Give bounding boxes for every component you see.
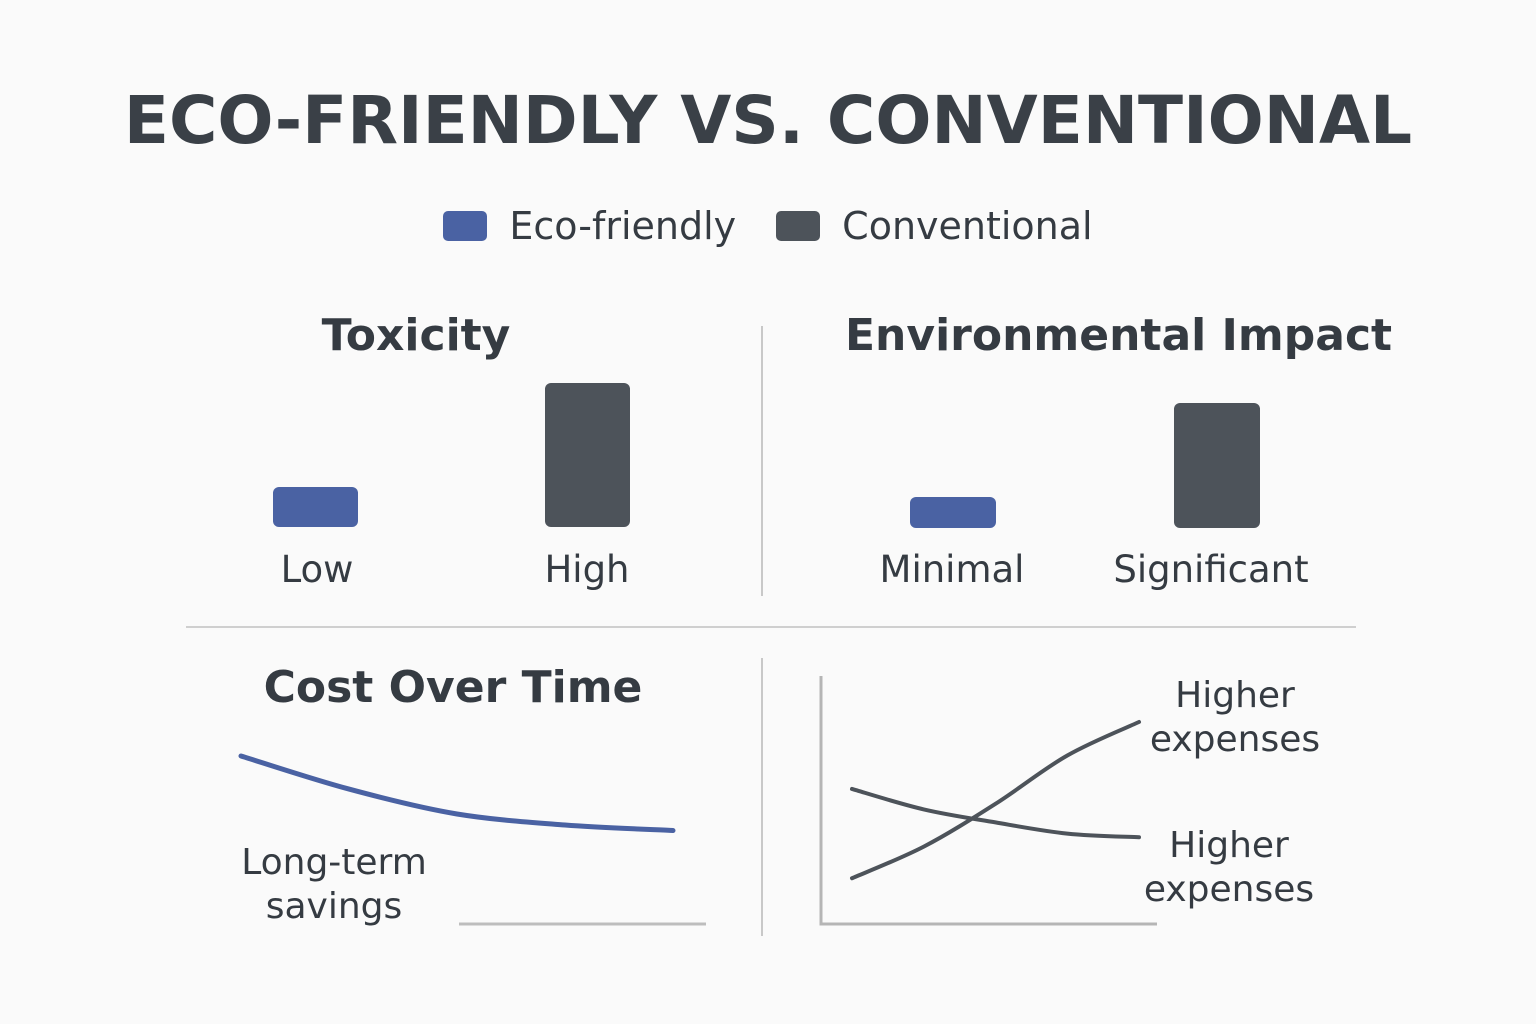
env-label-significant: Significant (1113, 548, 1309, 591)
higher-expenses-label-bottom: Higher expenses (1143, 825, 1315, 910)
legend-swatch-eco (443, 211, 488, 241)
page-title: ECO-FRIENDLY VS. CONVENTIONAL (123, 82, 1413, 159)
cost-over-time-title: Cost Over Time (263, 662, 643, 713)
divider-horizontal (186, 626, 1356, 628)
toxicity-bar-low (272, 487, 358, 527)
environmental-impact-title: Environmental Impact (845, 310, 1393, 361)
legend-item-eco: Eco-friendly (443, 204, 736, 248)
env-bar-significant (1174, 403, 1260, 528)
toxicity-bar-high (544, 383, 630, 527)
legend-swatch-conventional (776, 211, 821, 241)
toxicity-label-high: High (544, 548, 630, 591)
axes (819, 676, 1157, 926)
divider-top-vertical (761, 326, 763, 596)
env-bar-minimal (910, 497, 996, 528)
rising-cost-line (850, 720, 1141, 881)
higher-expenses-label-top: Higher expenses (1149, 675, 1321, 760)
legend-label-eco: Eco-friendly (509, 204, 737, 248)
divider-bottom-vertical (761, 658, 763, 936)
long-term-savings-label: Long-term savings (241, 842, 427, 927)
toxicity-label-low: Low (280, 548, 354, 591)
legend-item-conventional: Conventional (776, 204, 1093, 248)
legend-label-conventional: Conventional (842, 204, 1093, 248)
cost-line-eco (238, 753, 676, 833)
legend: Eco-friendly Conventional (0, 204, 1536, 248)
env-label-minimal: Minimal (879, 548, 1025, 591)
toxicity-title: Toxicity (321, 310, 511, 361)
falling-cost-line (850, 786, 1141, 840)
